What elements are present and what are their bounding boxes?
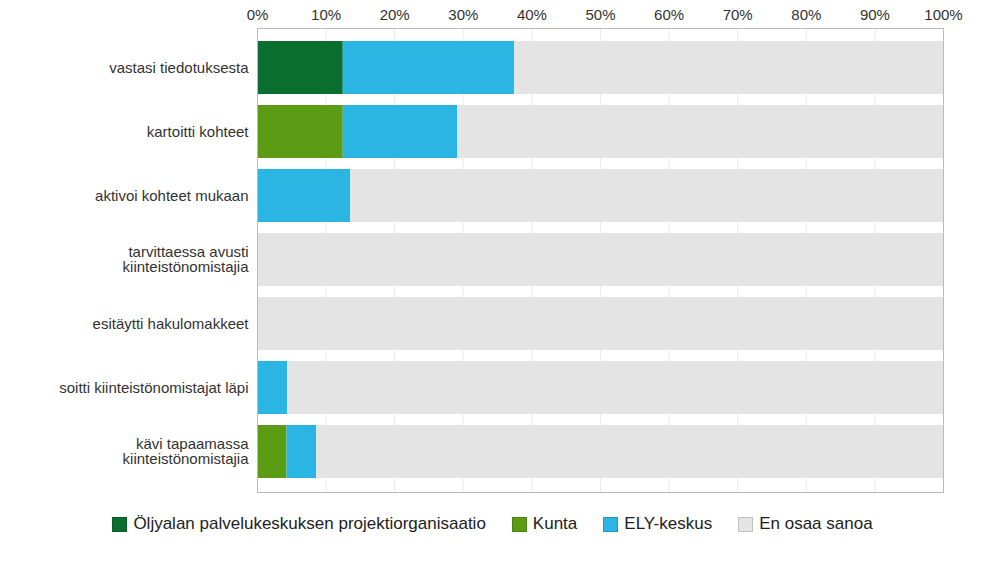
svg-text:20%: 20% <box>380 6 410 23</box>
svg-text:50%: 50% <box>585 6 615 23</box>
svg-text:80%: 80% <box>791 6 821 23</box>
svg-text:aktivoi kohteet mukaan: aktivoi kohteet mukaan <box>95 187 248 204</box>
svg-text:30%: 30% <box>448 6 478 23</box>
html-text:En osaa sanoa: En osaa sanoa <box>759 514 873 533</box>
svg-text:vastasi tiedotuksesta: vastasi tiedotuksesta <box>109 59 249 76</box>
html-text:Kunta: Kunta <box>532 514 578 533</box>
svg-text:0%: 0% <box>247 6 269 23</box>
html-text:Öljyalan palvelukeskuksen proj: Öljyalan palvelukeskuksen projektiorgani… <box>133 514 486 533</box>
svg-text:esitäytti hakulomakkeet: esitäytti hakulomakkeet <box>93 315 250 332</box>
svg-text:70%: 70% <box>723 6 753 23</box>
svg-text:soitti kiinteistönomistajat lä: soitti kiinteistönomistajat läpi <box>59 379 248 396</box>
svg-text:60%: 60% <box>654 6 684 23</box>
svg-text:10%: 10% <box>311 6 341 23</box>
svg-text:tarvittaessa avustikiinteistön: tarvittaessa avustikiinteistönomistajia <box>123 243 250 275</box>
svg-text:40%: 40% <box>517 6 547 23</box>
svg-text:kartoitti kohteet: kartoitti kohteet <box>147 123 250 140</box>
html-text:ELY-keskus: ELY-keskus <box>624 514 713 533</box>
svg-text:kävi tapaamassakiinteistönomis: kävi tapaamassakiinteistönomistajia <box>123 435 250 467</box>
svg-text:100%: 100% <box>924 6 962 23</box>
svg-text:90%: 90% <box>860 6 890 23</box>
